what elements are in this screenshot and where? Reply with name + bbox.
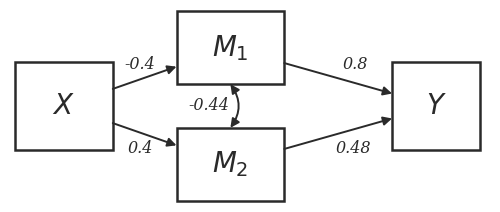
FancyBboxPatch shape [392, 62, 480, 150]
Text: $\mathit{Y}$: $\mathit{Y}$ [426, 92, 446, 120]
FancyBboxPatch shape [176, 11, 284, 84]
Text: $\mathit{M}_1$: $\mathit{M}_1$ [212, 33, 248, 63]
Text: $\mathit{M}_2$: $\mathit{M}_2$ [212, 149, 248, 179]
Text: -0.44: -0.44 [188, 98, 229, 114]
Text: -0.4: -0.4 [124, 56, 155, 73]
Text: 0.48: 0.48 [335, 140, 370, 157]
Text: $\mathit{X}$: $\mathit{X}$ [52, 92, 75, 120]
FancyBboxPatch shape [176, 128, 284, 201]
FancyBboxPatch shape [15, 62, 113, 150]
Text: 0.8: 0.8 [342, 56, 368, 73]
FancyArrowPatch shape [232, 86, 238, 126]
Text: 0.4: 0.4 [127, 140, 152, 157]
